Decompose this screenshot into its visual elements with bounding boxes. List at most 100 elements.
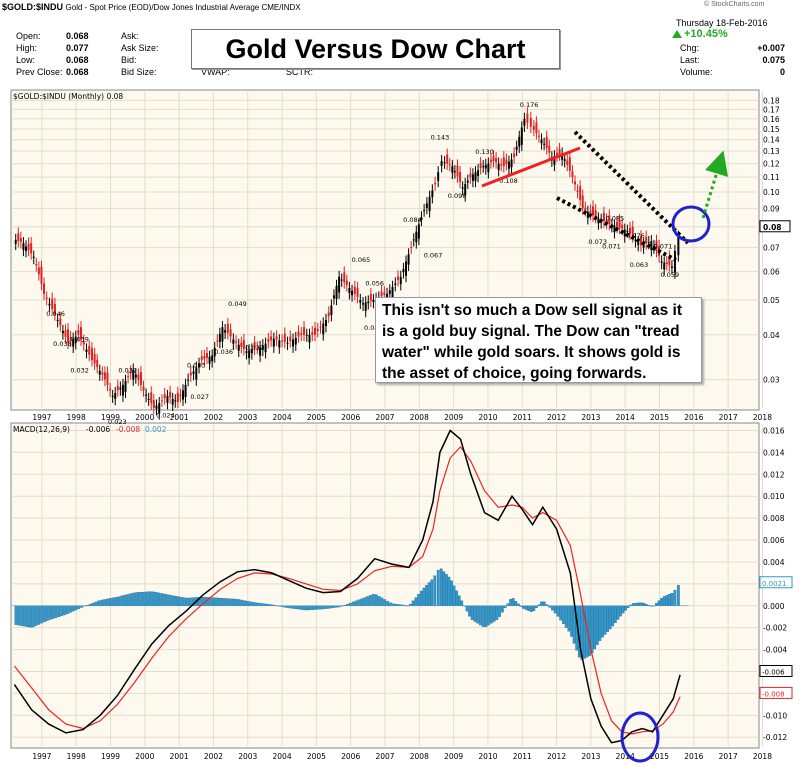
price-candle-body	[35, 263, 38, 266]
price-tick-label: 0.12	[763, 160, 780, 169]
price-candle-body	[51, 298, 54, 309]
price-candle-body	[507, 161, 510, 169]
macd-histogram-bar	[151, 591, 155, 606]
year-tick-label: 2008	[410, 413, 429, 422]
macd-tick-label: -0.004	[763, 646, 787, 655]
price-candle-body	[179, 394, 182, 397]
price-candle-body	[90, 348, 93, 361]
price-candle-body	[571, 171, 574, 178]
price-legend: $GOLD:$INDU (Monthly) 0.08	[13, 92, 123, 101]
year-tick-label: 2004	[273, 413, 292, 422]
year-tick-label: 2006	[341, 752, 360, 761]
year-tick-label: 2002	[204, 413, 223, 422]
price-candle-body	[93, 353, 96, 364]
macd-histogram-bar	[598, 605, 602, 641]
price-value-label: 0.071	[654, 242, 673, 250]
bid-label: Bid:	[121, 55, 137, 65]
price-candle-body	[181, 390, 184, 400]
price-tick-label: 0.13	[763, 147, 780, 156]
macd-histogram-bar	[34, 605, 38, 626]
price-candle-body	[53, 304, 56, 315]
macd-histogram-bar	[171, 595, 175, 606]
channel-lower-line	[556, 196, 677, 262]
macd-histogram-bar	[673, 590, 677, 606]
price-candle-body	[345, 280, 348, 286]
macd-histogram-bar	[503, 605, 507, 609]
macd-histogram-bar	[427, 582, 431, 606]
macd-histogram-bar	[657, 600, 661, 606]
macd-histogram-bar	[444, 574, 448, 606]
price-candle-body	[289, 336, 292, 342]
macd-histogram-bar	[329, 605, 332, 609]
price-candle-body	[479, 163, 482, 169]
price-value-label: 0.037	[245, 344, 264, 352]
macd-histogram-bar	[240, 599, 244, 606]
year-tick-label: 2011	[513, 752, 532, 761]
up-arrow-icon	[672, 30, 682, 38]
year-tick-label: 2018	[753, 752, 772, 761]
macd-histogram-bar	[65, 605, 69, 615]
price-candle-body	[574, 181, 577, 185]
price-candle-body	[96, 359, 99, 368]
macd-histogram-bar	[616, 605, 620, 620]
macd-value-tag	[759, 686, 793, 699]
macd-histogram-bar	[559, 605, 563, 621]
macd-histogram-bar	[450, 580, 453, 606]
macd-histogram-bar	[186, 597, 189, 606]
price-candle-body	[297, 331, 300, 337]
signal-line	[13, 445, 681, 735]
macd-histogram-bar	[291, 605, 295, 609]
macd-histogram-bar	[354, 600, 358, 606]
price-candle-body	[30, 243, 33, 254]
macd-legend-hist: 0.002	[145, 425, 167, 434]
macd-histogram-bar	[556, 605, 560, 617]
macd-tick-label: -0.002	[763, 624, 787, 633]
macd-histogram-bar	[154, 592, 158, 606]
breakout-arrow	[701, 150, 728, 219]
macd-histogram-bar	[148, 591, 152, 606]
price-value-label: 0.024	[156, 411, 175, 419]
macd-histogram-bar	[517, 603, 520, 606]
year-tick-label: 2016	[684, 413, 703, 422]
year-tick-label: 2015	[650, 413, 669, 422]
price-value-label: 0.065	[352, 256, 371, 264]
macd-tick-label: 0.010	[763, 492, 785, 501]
volume-value: 0	[779, 67, 785, 77]
price-candle-body	[155, 405, 158, 409]
macd-histogram-bar	[468, 605, 471, 617]
macd-histogram-bar	[134, 592, 138, 606]
macd-circle	[620, 711, 660, 763]
price-candle-body	[523, 118, 526, 126]
price-candle-body	[184, 384, 187, 397]
price-candle-body	[495, 158, 498, 163]
macd-histogram-bar	[220, 598, 224, 606]
macd-histogram-bar	[492, 605, 496, 622]
price-candle-body	[543, 143, 546, 145]
macd-value-tag-label: -0.008	[762, 690, 785, 698]
price-candle-body	[79, 327, 82, 340]
price-candle-body	[132, 369, 135, 380]
price-candle-body	[535, 122, 538, 134]
price-candle-body	[150, 392, 153, 404]
price-candle-body	[466, 180, 469, 183]
year-tick-label: 2013	[581, 752, 600, 761]
channel-upper-line	[573, 130, 690, 245]
price-tick-label: 0.15	[763, 125, 780, 134]
price-candle-body	[40, 266, 43, 284]
macd-histogram-bar	[294, 605, 298, 610]
price-value-label: 0.046	[46, 310, 65, 318]
macd-tick-label: -0.010	[763, 711, 787, 720]
macd-histogram-bar	[460, 600, 464, 606]
year-tick-label: 2001	[170, 413, 189, 422]
macd-histogram-bar	[17, 605, 21, 626]
price-candle-body	[152, 400, 155, 408]
last-value-tag	[759, 220, 791, 233]
price-candle-body	[232, 339, 235, 344]
price-candle-body	[119, 387, 122, 390]
macd-histogram-bar	[369, 595, 372, 606]
price-candle-body	[27, 243, 30, 250]
price-candle-body	[176, 392, 179, 402]
macd-histogram-bar	[532, 605, 536, 611]
price-candle-body	[324, 319, 327, 327]
price-candle-body	[626, 230, 629, 232]
